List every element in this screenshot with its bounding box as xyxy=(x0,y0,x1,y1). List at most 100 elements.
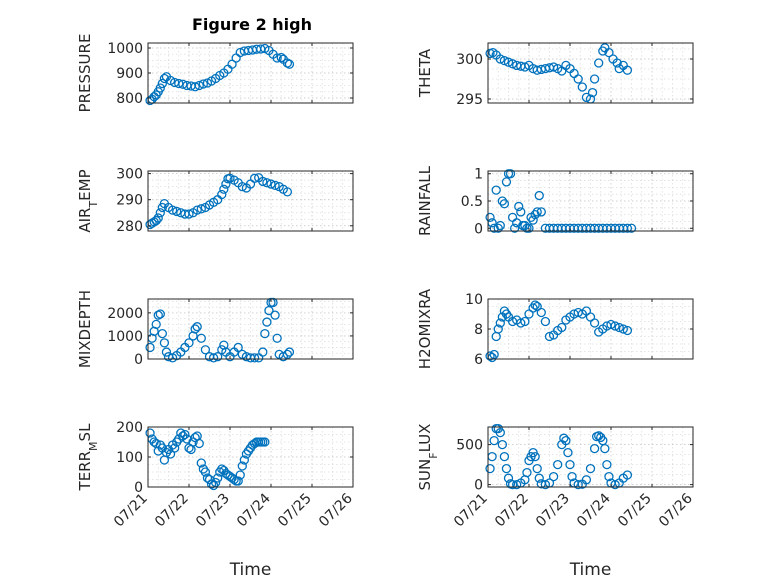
subplot-pressure: 800 900 1000 PRESSURE xyxy=(76,34,354,113)
y-axis-label: PRESSURE xyxy=(76,34,94,113)
data-point xyxy=(622,325,633,336)
data-point xyxy=(219,184,229,194)
y-tick-label: 0 xyxy=(134,352,143,368)
y-tick-label: 10 xyxy=(465,292,483,308)
y-axis-label: SUNFLUX xyxy=(416,424,440,491)
data-point xyxy=(512,479,522,490)
y-tick-label: 2000 xyxy=(107,306,143,322)
data-point xyxy=(589,443,600,454)
data-point xyxy=(196,204,206,214)
data-point xyxy=(528,215,538,225)
data-point xyxy=(233,476,243,486)
data-point xyxy=(581,92,592,103)
y-tick-label: 290 xyxy=(116,193,143,209)
data-point xyxy=(276,52,286,63)
x-tick-label: 07/24 xyxy=(574,490,614,530)
data-point xyxy=(180,429,190,440)
data-point xyxy=(184,338,194,348)
y-axis-label: H2OMIXRA xyxy=(416,288,434,369)
data-point xyxy=(589,318,600,328)
data-point xyxy=(227,59,237,69)
data-point xyxy=(553,459,563,470)
data-point xyxy=(563,447,573,458)
data-point xyxy=(614,322,624,333)
x-tick-label: 07/25 xyxy=(275,491,315,531)
data-point xyxy=(530,209,540,220)
data-point xyxy=(233,342,243,353)
data-point xyxy=(561,435,571,446)
data-point xyxy=(151,215,161,226)
data-point xyxy=(213,473,223,483)
data-point xyxy=(606,319,616,330)
data-point xyxy=(155,309,165,319)
data-point xyxy=(217,189,227,200)
data-point xyxy=(272,53,282,63)
data-point xyxy=(192,431,202,441)
data-point xyxy=(239,455,250,465)
data-point xyxy=(174,78,184,89)
data-point xyxy=(577,82,587,92)
y-axis-label: THETA xyxy=(416,48,434,98)
data-point xyxy=(249,353,260,363)
data-point xyxy=(497,196,508,206)
x-tick-label: 07/22 xyxy=(152,491,192,531)
data-point xyxy=(235,470,245,480)
axes-box xyxy=(487,42,694,104)
data-point xyxy=(536,207,546,217)
data-point xyxy=(573,74,583,84)
data-point xyxy=(262,178,272,188)
data-point xyxy=(622,223,633,233)
data-point xyxy=(153,213,163,223)
data-point xyxy=(499,199,510,209)
data-point xyxy=(192,205,202,215)
y-tick-label: 800 xyxy=(116,91,143,107)
data-point xyxy=(495,427,505,438)
data-point xyxy=(573,479,583,490)
data-point xyxy=(155,208,165,218)
y-axis-label: AIRTEMP xyxy=(76,169,100,232)
x-tick-label: 07/23 xyxy=(193,491,233,531)
data-point xyxy=(534,190,544,201)
data-point xyxy=(184,209,194,219)
y-tick-label: 300 xyxy=(116,167,143,183)
y-tick-label: 900 xyxy=(116,66,143,82)
data-point xyxy=(548,62,559,72)
data-point xyxy=(284,59,295,69)
data-point xyxy=(262,317,272,327)
x-tick-label: 07/26 xyxy=(656,490,696,530)
y-tick-label: 0 xyxy=(134,480,143,496)
data-point xyxy=(530,451,540,462)
data-point xyxy=(530,300,540,310)
data-point xyxy=(258,176,268,187)
data-point xyxy=(272,333,282,343)
axes-box xyxy=(147,298,354,360)
data-point xyxy=(501,463,512,474)
data-point xyxy=(499,55,510,66)
data-point xyxy=(516,207,526,217)
y-axis-label: RAINFALL xyxy=(416,165,434,236)
data-point xyxy=(260,437,270,447)
data-point xyxy=(249,173,260,183)
data-point xyxy=(505,169,516,179)
data-point xyxy=(626,223,637,233)
y-tick-label: 1 xyxy=(474,167,483,183)
data-point xyxy=(213,352,223,362)
data-point xyxy=(534,473,544,483)
data-point xyxy=(602,459,612,470)
data-point xyxy=(503,473,514,483)
y-tick-label: 295 xyxy=(456,92,483,108)
data-point xyxy=(622,65,633,75)
data-point xyxy=(237,182,247,192)
x-axis-label: Time xyxy=(569,560,612,580)
data-point xyxy=(516,318,526,328)
data-point xyxy=(485,351,495,361)
data-point xyxy=(618,324,628,334)
y-tick-label: 300 xyxy=(456,52,483,68)
x-tick-label: 07/25 xyxy=(615,491,655,531)
subplot-rainfall: 0 0.5 1 RAINFALL xyxy=(416,165,694,237)
data-point xyxy=(161,347,172,357)
data-point xyxy=(587,87,598,98)
data-point xyxy=(282,187,293,197)
y-tick-label: 200 xyxy=(116,420,143,436)
y-tick-label: 100 xyxy=(116,450,143,466)
